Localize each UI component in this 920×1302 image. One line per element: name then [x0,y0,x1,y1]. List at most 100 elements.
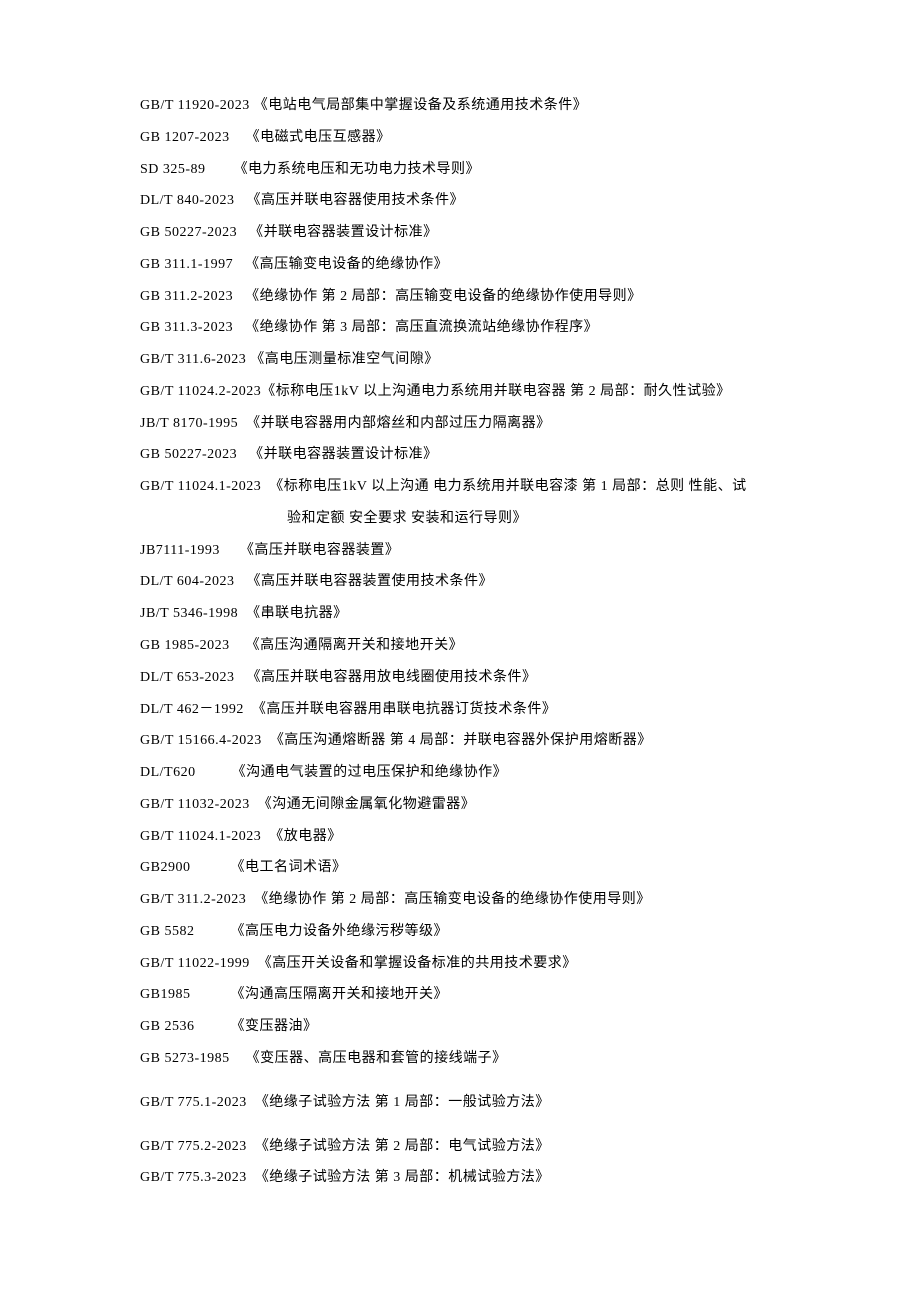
standard-entry: GB/T 11920-2023 《电站电气局部集中掌握设备及系统通用技术条件》 [140,90,780,122]
standard-title: 《高压并联电容器用串联电抗器订货技术条件》 [252,694,557,726]
standard-code: GB1985 [140,979,230,1011]
standard-code: GB/T 11024.1-2023 [140,821,269,853]
standard-code: GB 5582 [140,916,230,948]
standard-title: 《变压器油》 [230,1011,317,1043]
standard-code: JB/T 8170-1995 [140,408,246,440]
standard-entry: GB/T 11024.2-2023《标称电压1kV 以上沟通电力系统用并联电容器… [140,376,780,408]
standard-title: 《绝缘协作 第 3 局部：高压直流换流站绝缘协作程序》 [245,312,598,344]
standard-code: GB/T 311.2-2023 [140,884,254,916]
standard-entry: GB 311.1-1997 《高压输变电设备的绝缘协作》 [140,249,780,281]
standard-entry: GB 311.2-2023 《绝缘协作 第 2 局部：高压输变电设备的绝缘协作使… [140,281,780,313]
standard-entry: GB 50227-2023 《并联电容器装置设计标准》 [140,439,780,471]
standard-code: GB/T 775.3-2023 [140,1162,255,1194]
standard-code: GB 311.2-2023 [140,281,245,313]
standard-entry: GB 2536 《变压器油》 [140,1011,780,1043]
standard-entry: GB/T 15166.4-2023 《高压沟通熔断器 第 4 局部：并联电容器外… [140,725,780,757]
standard-entry: JB/T 5346-1998 《串联电抗器》 [140,598,780,630]
standard-entry: GB/T 11024.1-2023 《放电器》 [140,821,780,853]
standard-entry: GB/T 311.6-2023 《高电压测量标准空气间隙》 [140,344,780,376]
standard-code: DL/T 604-2023 [140,566,247,598]
standard-title: 《电站电气局部集中掌握设备及系统通用技术条件》 [254,90,588,122]
standard-title: 《绝缘子试验方法 第 2 局部：电气试验方法》 [255,1131,550,1163]
standard-entry: GB/T 11024.1-2023 《标称电压1kV 以上沟通 电力系统用并联电… [140,471,780,503]
standard-code: GB/T 311.6-2023 [140,344,250,376]
standard-code: GB 2536 [140,1011,230,1043]
standard-title: 《高压并联电容器装置》 [240,535,400,567]
standard-entry: GB 5273-1985 《变压器、高压电器和套管的接线端子》 [140,1043,780,1075]
standard-entry: GB 50227-2023 《并联电容器装置设计标准》 [140,217,780,249]
standard-entry: GB 1985-2023 《高压沟通隔离开关和接地开关》 [140,630,780,662]
standard-code: DL/T 653-2023 [140,662,247,694]
standard-entry: GB2900 《电工名词术语》 [140,852,780,884]
standard-entry: DL/T620 《沟通电气装置的过电压保护和绝缘协作》 [140,757,780,789]
standard-code: GB/T 11032-2023 [140,789,258,821]
standard-code: GB 50227-2023 [140,217,249,249]
standard-code: GB 5273-1985 [140,1043,246,1075]
standard-entry: GB1985 《沟通高压隔离开关和接地开关》 [140,979,780,1011]
standard-title: 《高压开关设备和掌握设备标准的共用技术要求》 [258,948,577,980]
standard-entry: GB/T 311.2-2023 《绝缘协作 第 2 局部：高压输变电设备的绝缘协… [140,884,780,916]
standard-entry: GB 5582 《高压电力设备外绝缘污秽等级》 [140,916,780,948]
standard-code: DL/T620 [140,757,232,789]
standard-code: JB/T 5346-1998 [140,598,246,630]
standard-title: 《沟通电气装置的过电压保护和绝缘协作》 [232,757,508,789]
standard-entry: GB/T 775.3-2023 《绝缘子试验方法 第 3 局部：机械试验方法》 [140,1162,780,1194]
standard-code: GB 1985-2023 [140,630,246,662]
standard-code: GB 311.3-2023 [140,312,245,344]
document-page: GB/T 11920-2023 《电站电气局部集中掌握设备及系统通用技术条件》G… [0,0,920,1274]
standard-entry: GB/T 775.1-2023 《绝缘子试验方法 第 1 局部：一般试验方法》 [140,1087,780,1119]
standard-entry: JB7111-1993 《高压并联电容器装置》 [140,535,780,567]
standard-title: 《放电器》 [269,821,342,853]
standard-code: DL/T 462－1992 [140,694,252,726]
standard-title: 《串联电抗器》 [246,598,348,630]
standard-title: 《并联电容器装置设计标准》 [249,439,438,471]
standard-title: 《高压沟通熔断器 第 4 局部：并联电容器外保护用熔断器》 [270,725,652,757]
standard-title: 《高压并联电容器用放电线圈使用技术条件》 [247,662,537,694]
standard-entry: DL/T 462－1992 《高压并联电容器用串联电抗器订货技术条件》 [140,694,780,726]
standard-code: GB 1207-2023 [140,122,246,154]
standard-title: 《电力系统电压和无功电力技术导则》 [234,154,481,186]
standard-title: 《变压器、高压电器和套管的接线端子》 [246,1043,507,1075]
standard-title: 《高压并联电容器装置使用技术条件》 [247,566,494,598]
standard-entry: GB/T 11022-1999 《高压开关设备和掌握设备标准的共用技术要求》 [140,948,780,980]
standard-title: 《绝缘子试验方法 第 3 局部：机械试验方法》 [255,1162,550,1194]
standard-entry: SD 325-89 《电力系统电压和无功电力技术导则》 [140,154,780,186]
standard-entry: GB 311.3-2023 《绝缘协作 第 3 局部：高压直流换流站绝缘协作程序… [140,312,780,344]
standard-title: 《并联电容器装置设计标准》 [249,217,438,249]
standard-title: 《标称电压1kV 以上沟通电力系统用并联电容器 第 2 局部：耐久性试验》 [261,376,730,408]
standard-title: 《高压电力设备外绝缘污秽等级》 [230,916,448,948]
standard-code: GB/T 11920-2023 [140,90,254,122]
standard-entry: DL/T 604-2023 《高压并联电容器装置使用技术条件》 [140,566,780,598]
standard-title: 《高电压测量标准空气间隙》 [250,344,439,376]
standard-entry: GB/T 775.2-2023 《绝缘子试验方法 第 2 局部：电气试验方法》 [140,1131,780,1163]
standard-title: 《沟通高压隔离开关和接地开关》 [230,979,448,1011]
standard-title: 《高压并联电容器使用技术条件》 [247,185,465,217]
standard-code: GB/T 11024.1-2023 [140,471,269,503]
standard-title: 《沟通无间隙金属氧化物避雷器》 [258,789,476,821]
standard-title: 《绝缘协作 第 2 局部：高压输变电设备的绝缘协作使用导则》 [254,884,651,916]
standard-title: 《绝缘子试验方法 第 1 局部：一般试验方法》 [255,1087,550,1119]
standard-title-continuation: 验和定额 安全要求 安装和运行导则》 [140,503,780,535]
standard-code: GB/T 15166.4-2023 [140,725,270,757]
standard-code: GB/T 11022-1999 [140,948,258,980]
standard-code: GB/T 775.2-2023 [140,1131,255,1163]
standard-code: GB2900 [140,852,230,884]
standard-title: 《高压输变电设备的绝缘协作》 [245,249,448,281]
standard-code: DL/T 840-2023 [140,185,247,217]
standard-title: 《电工名词术语》 [230,852,346,884]
standard-entry: JB/T 8170-1995 《并联电容器用内部熔丝和内部过压力隔离器》 [140,408,780,440]
standard-entry: GB/T 11032-2023 《沟通无间隙金属氧化物避雷器》 [140,789,780,821]
standard-code: GB/T 11024.2-2023 [140,376,261,408]
standard-entry: GB 1207-2023 《电磁式电压互感器》 [140,122,780,154]
standard-code: GB 311.1-1997 [140,249,245,281]
standard-code: GB 50227-2023 [140,439,249,471]
standard-entry: DL/T 840-2023 《高压并联电容器使用技术条件》 [140,185,780,217]
standard-title: 《电磁式电压互感器》 [246,122,391,154]
standard-code: JB7111-1993 [140,535,240,567]
standard-title: 《标称电压1kV 以上沟通 电力系统用并联电容漆 第 1 局部：总则 性能、试 [269,471,746,503]
standard-title: 《并联电容器用内部熔丝和内部过压力隔离器》 [246,408,551,440]
standard-code: GB/T 775.1-2023 [140,1087,255,1119]
standard-entry: DL/T 653-2023 《高压并联电容器用放电线圈使用技术条件》 [140,662,780,694]
standard-code: SD 325-89 [140,154,234,186]
standard-title: 《高压沟通隔离开关和接地开关》 [246,630,464,662]
